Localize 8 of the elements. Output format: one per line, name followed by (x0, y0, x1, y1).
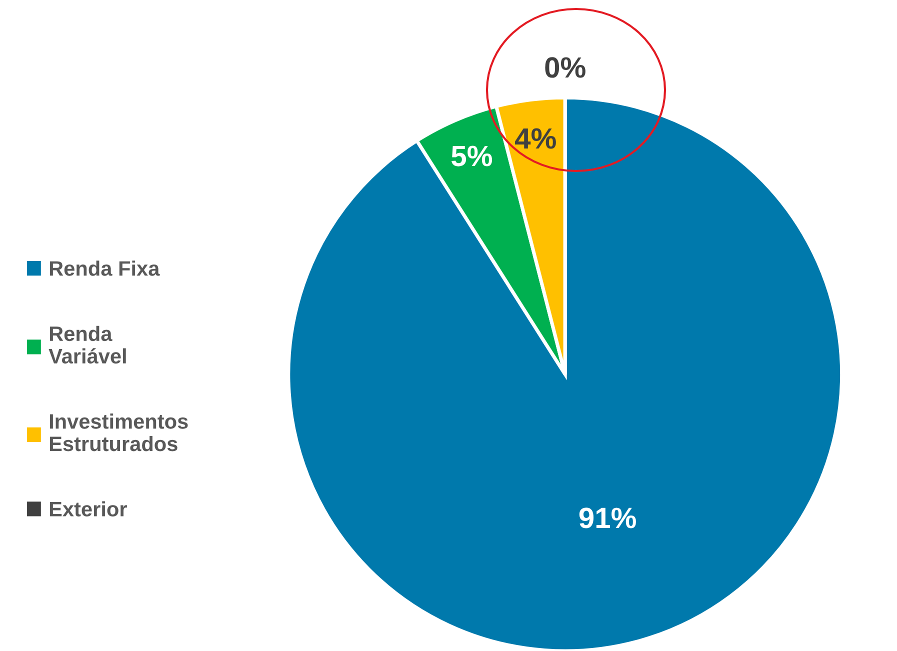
data-label: 91% (579, 508, 636, 528)
data-label: 4% (515, 128, 556, 149)
legend-label: Renda Fixa (50, 260, 160, 276)
legend-label: Renda Variável (48, 326, 126, 364)
text: 0% (545, 57, 586, 78)
legend-label: Investimentos Estruturados (50, 414, 188, 452)
data-label: 5% (452, 146, 492, 166)
legend-label: Exterior (50, 501, 127, 517)
